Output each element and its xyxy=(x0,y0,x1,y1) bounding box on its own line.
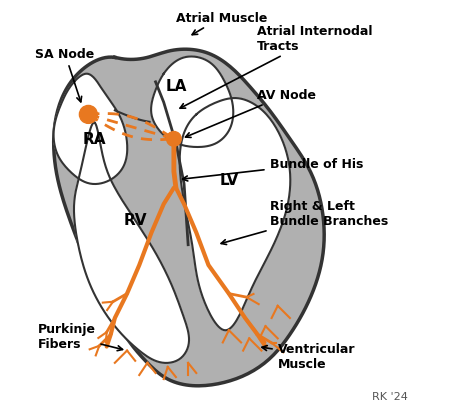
Text: Bundle of His: Bundle of His xyxy=(182,158,363,182)
Text: RK '24: RK '24 xyxy=(372,391,408,402)
Text: RV: RV xyxy=(123,213,147,228)
Polygon shape xyxy=(54,74,128,184)
Text: LV: LV xyxy=(219,172,238,187)
Circle shape xyxy=(166,132,181,147)
Text: RA: RA xyxy=(83,132,106,146)
Text: Purkinje
Fibers: Purkinje Fibers xyxy=(37,322,123,351)
Text: LA: LA xyxy=(165,79,187,94)
Text: AV Node: AV Node xyxy=(185,89,316,138)
Text: Atrial Internodal
Tracts: Atrial Internodal Tracts xyxy=(180,25,373,109)
Polygon shape xyxy=(54,50,324,386)
Polygon shape xyxy=(151,57,233,148)
Text: Ventricular
Muscle: Ventricular Muscle xyxy=(262,342,355,370)
Polygon shape xyxy=(74,123,189,363)
Text: SA Node: SA Node xyxy=(36,48,95,103)
Polygon shape xyxy=(180,99,290,330)
Text: Atrial Muscle: Atrial Muscle xyxy=(176,12,267,36)
Circle shape xyxy=(80,106,97,124)
Text: Right & Left
Bundle Branches: Right & Left Bundle Branches xyxy=(221,200,388,245)
